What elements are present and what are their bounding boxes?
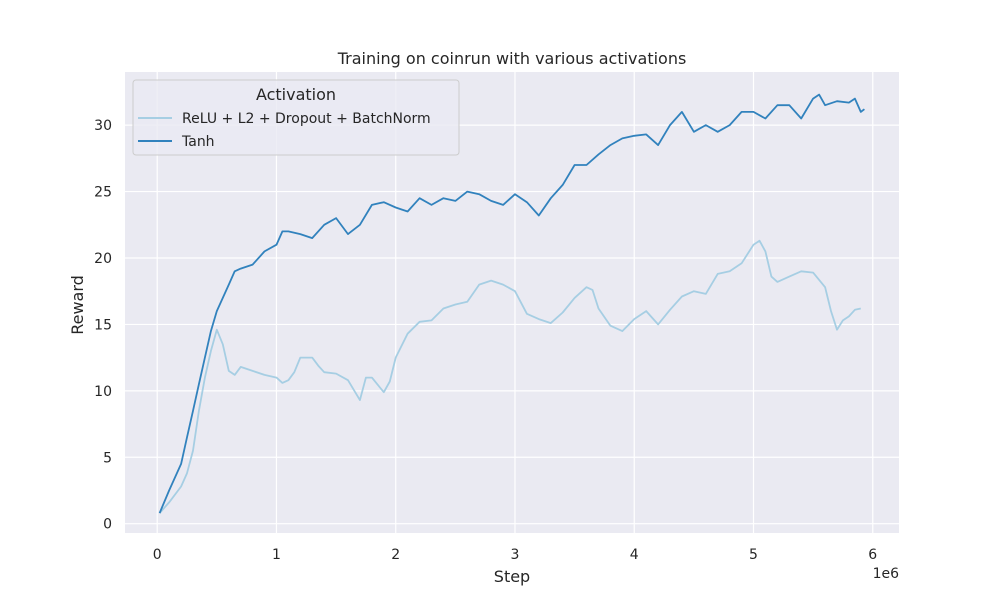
tanh-series-line <box>158 93 865 514</box>
x-tick-label: 3 <box>511 547 520 563</box>
y-axis-label: Reward <box>68 275 87 335</box>
legend-label-tanh: Tanh <box>181 134 215 150</box>
y-tick-label: 10 <box>94 384 112 400</box>
x-tick-label: 0 <box>153 547 162 563</box>
x-axis-ticks: 0 1 2 3 4 5 6 <box>153 547 878 563</box>
legend-title: Activation <box>256 85 336 104</box>
y-tick-label: 30 <box>94 118 112 134</box>
legend-label-relu: ReLU + L2 + Dropout + BatchNorm <box>182 111 431 127</box>
y-tick-label: 0 <box>103 517 112 533</box>
relu-series-line <box>158 239 861 514</box>
x-tick-label: 5 <box>749 547 758 563</box>
x-tick-label: 2 <box>391 547 400 563</box>
y-tick-label: 20 <box>94 251 112 267</box>
x-axis-label: Step <box>494 567 530 586</box>
y-tick-label: 5 <box>103 450 112 466</box>
y-tick-label: 15 <box>94 317 112 333</box>
legend-box <box>132 79 460 156</box>
legend: Activation ReLU + L2 + Dropout + BatchNo… <box>132 79 460 156</box>
x-tick-label: 4 <box>630 547 639 563</box>
series-lines <box>158 93 865 514</box>
y-tick-label: 25 <box>94 185 112 201</box>
x-axis-offset-label: 1e6 <box>873 566 900 582</box>
x-tick-label: 1 <box>272 547 281 563</box>
x-tick-label: 6 <box>868 547 877 563</box>
y-axis-ticks: 0 5 10 15 20 25 30 <box>94 118 112 533</box>
chart-title: Training on coinrun with various activat… <box>337 49 687 68</box>
